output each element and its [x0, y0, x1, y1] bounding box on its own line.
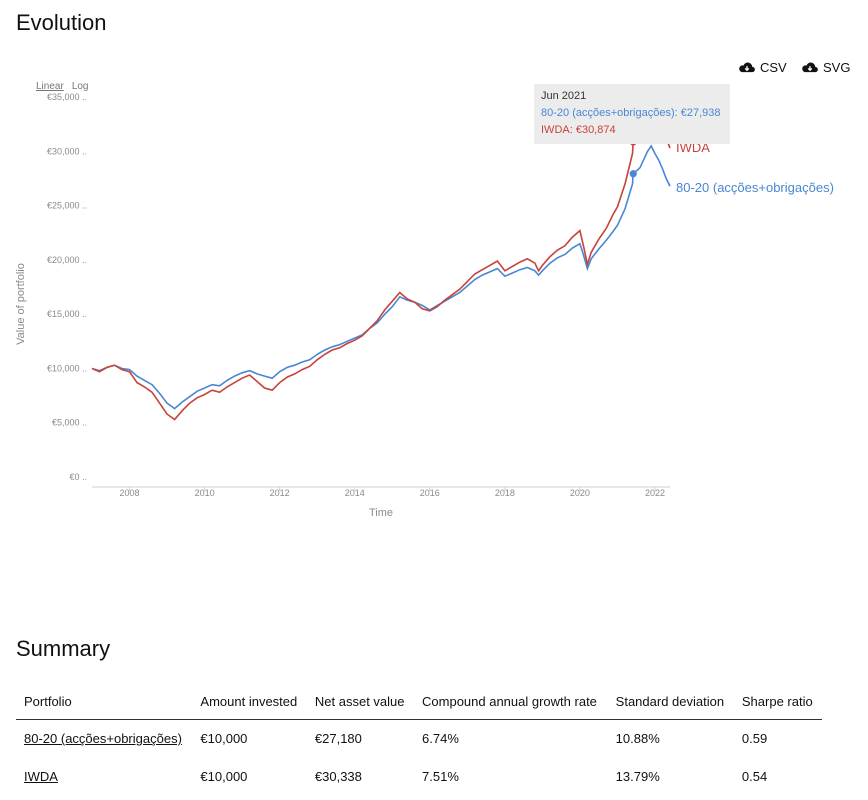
series-line	[91, 103, 671, 421]
series-line	[91, 144, 671, 410]
highlight-point	[629, 170, 637, 178]
y-tick-label: €20,000 ..	[47, 255, 87, 265]
x-axis: 2008 2010 2012 2014 2016 2018 2020 2022	[120, 487, 665, 498]
portfolio-link[interactable]: IWDA	[24, 769, 58, 784]
log-scale-button[interactable]: Log	[71, 81, 89, 92]
y-tick-label: €30,000 ..	[47, 146, 87, 156]
sharpe-ratio-cell: 0.54	[741, 769, 768, 784]
sharpe-ratio-cell: 0.59	[741, 731, 768, 746]
summary-table: Portfolio Amount invested Net asset valu…	[16, 688, 822, 796]
download-svg-label: SVG	[823, 60, 851, 75]
y-tick-label: €10,000 ..	[47, 363, 87, 373]
header-portfolio: Portfolio	[16, 688, 193, 720]
x-tick-label: 2018	[495, 488, 515, 498]
y-tick-label: €0 ..	[69, 472, 87, 482]
y-tick-label: €25,000 ..	[47, 201, 87, 211]
net-asset-value-cell: €27,180	[314, 731, 362, 746]
portfolio-link[interactable]: 80-20 (acções+obrigações)	[24, 731, 182, 746]
x-tick-label: 2012	[270, 488, 290, 498]
series-lines	[91, 103, 671, 421]
y-tick-label: €15,000 ..	[47, 309, 87, 319]
x-tick-label: 2022	[645, 488, 665, 498]
header-standard-deviation: Standard deviation	[607, 688, 734, 720]
standard-deviation-cell: 10.88%	[615, 731, 660, 746]
portfolio-cell: IWDA	[16, 758, 192, 796]
download-csv-button[interactable]: CSV	[738, 60, 787, 75]
portfolio-cell: 80-20 (acções+obrigações)	[16, 720, 192, 759]
y-tick-label: €35,000 ..	[47, 92, 87, 102]
chart-tooltip: Jun 2021 80-20 (acções+obrigações): €27,…	[534, 84, 730, 144]
cagr-cell: 6.74%	[422, 731, 459, 746]
header-amount-invested: Amount invested	[192, 688, 307, 720]
x-tick-label: 2020	[570, 488, 590, 498]
evolution-title: Evolution	[16, 10, 107, 35]
x-tick-label: 2008	[120, 488, 140, 498]
x-tick-label: 2016	[420, 488, 440, 498]
header-net-asset-value: Net asset value	[306, 688, 415, 720]
cloud-download-icon	[802, 62, 818, 72]
cagr-cell: 7.51%	[422, 769, 459, 784]
header-sharpe-ratio: Sharpe ratio	[733, 688, 822, 720]
x-axis-title: Time	[369, 507, 393, 519]
tooltip-series-2: IWDA: €30,874	[541, 124, 616, 136]
tooltip-date: Jun 2021	[541, 90, 587, 102]
amount-invested-cell: €10,000	[200, 731, 248, 746]
series-labels: 80-20 (acções+obrigações)IWDA	[676, 140, 834, 195]
summary-title: Summary	[16, 636, 111, 661]
evolution-chart: €0 .. €5,000 .. €10,000 .. €15,000 .. €20,00…	[15, 92, 834, 519]
scale-toggle: Linear Log	[36, 81, 89, 92]
standard-deviation-cell: 13.79%	[615, 769, 660, 784]
net-asset-value-cell: €30,338	[314, 769, 362, 784]
download-csv-label: CSV	[760, 60, 787, 75]
table-row: 80-20 (acções+obrigações) €10,000 €27,18…	[16, 720, 822, 759]
download-svg-button[interactable]: SVG	[801, 60, 850, 75]
amount-invested-cell: €10,000	[200, 769, 248, 784]
series-label: 80-20 (acções+obrigações)	[676, 180, 834, 195]
summary-header-row: Portfolio Amount invested Net asset valu…	[16, 688, 822, 720]
tooltip-series-1: 80-20 (acções+obrigações): €27,938	[541, 107, 721, 119]
y-axis: €0 .. €5,000 .. €10,000 .. €15,000 .. €20,00…	[47, 92, 87, 482]
x-tick-label: 2010	[195, 488, 215, 498]
x-tick-label: 2014	[345, 488, 365, 498]
cloud-download-icon	[739, 62, 755, 72]
header-cagr: Compound annual growth rate	[414, 688, 608, 720]
y-axis-title: Value of portfolio	[15, 263, 27, 345]
y-tick-label: €5,000 ..	[52, 418, 87, 428]
linear-scale-button[interactable]: Linear	[36, 81, 64, 92]
table-row: IWDA €10,000 €30,338 7.51% 13.79% 0.54	[16, 758, 822, 796]
